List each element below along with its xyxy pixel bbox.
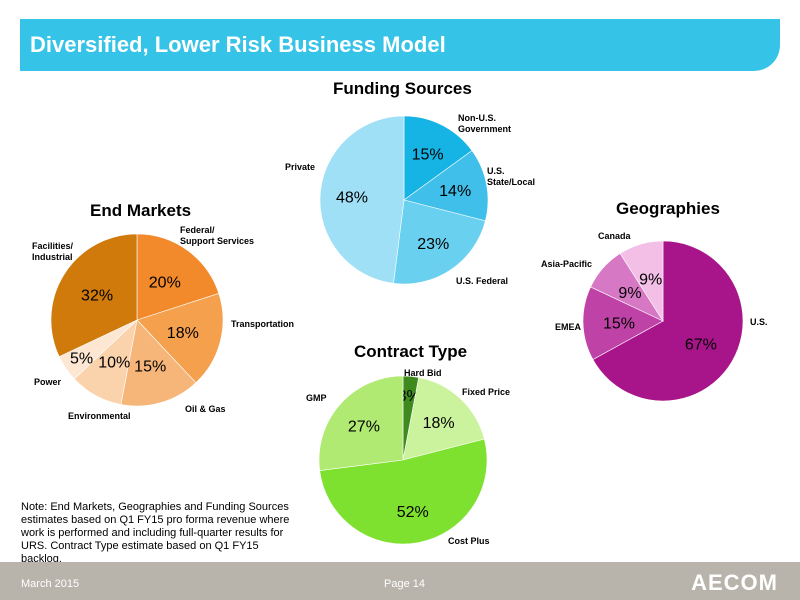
- pie-slice: [50, 233, 138, 358]
- pie-slice: [120, 319, 197, 407]
- contract-type-title: Contract Type: [354, 342, 468, 361]
- slice-category-label: U.S. State/Local: [487, 166, 535, 187]
- page-title: Diversified, Lower Risk Business Model: [30, 32, 446, 57]
- slice-value-label: 20%: [149, 275, 181, 292]
- footnote: Note: End Markets, Geographies and Fundi…: [21, 501, 290, 565]
- slice-category-label: Oil & Gas: [185, 404, 226, 414]
- page-number: Page 14: [384, 578, 425, 590]
- title-banner: Diversified, Lower Risk Business Model: [20, 19, 780, 71]
- slice-category-label: Federal/Support Services: [180, 225, 254, 246]
- footer-date: March 2015: [21, 578, 80, 590]
- slice-value-label: 23%: [417, 236, 449, 253]
- pie-slice: [403, 115, 473, 201]
- slice-value-label: 15%: [603, 315, 635, 332]
- pie-slice: [319, 115, 405, 284]
- slice-category-label: Hard Bid: [404, 368, 442, 378]
- slice-value-label: 18%: [423, 415, 455, 432]
- slice-value-label: 18%: [167, 325, 199, 342]
- slice-category-label: Environmental: [68, 411, 131, 421]
- slice-value-label: 32%: [81, 288, 113, 305]
- slice-value-label: 5%: [70, 351, 93, 368]
- end-markets-pie: 20% Federal/Support Services 18% Transporta…: [32, 225, 294, 421]
- slice-category-label: Transportation: [231, 319, 294, 329]
- slice-value-label: 67%: [685, 336, 717, 353]
- geographies-title: Geographies: [616, 199, 720, 218]
- slice-category-label: Fixed Price: [462, 387, 510, 397]
- slice-value-label: 9%: [639, 272, 662, 289]
- end-markets-title: End Markets: [90, 201, 192, 220]
- slice-category-label: Asia-Pacific: [541, 259, 592, 269]
- slice-category-label: Non-U.S. Government: [458, 113, 511, 134]
- slice-category-label: Canada: [598, 231, 632, 241]
- slice-value-label: 9%: [618, 285, 641, 302]
- slice-category-label: EMEA: [555, 322, 582, 332]
- funding-sources-pie: 15% Non-U.S. Government 14% U.S. State/Local 2…: [285, 113, 535, 286]
- slice-category-label: Power: [34, 377, 62, 387]
- company-logo: AECOM: [691, 570, 778, 595]
- slice-value-label: 52%: [397, 504, 429, 521]
- slice-category-label: Cost Plus: [448, 536, 490, 546]
- slice-value-label: 10%: [98, 354, 130, 371]
- pie-slice: [592, 240, 744, 402]
- pie-slice: [402, 377, 485, 461]
- pie-slice: [136, 233, 220, 321]
- slice-category-label: Facilities/Industrial: [32, 241, 74, 262]
- pie-slice: [582, 286, 664, 360]
- funding-sources-title: Funding Sources: [333, 79, 472, 98]
- footer-bar: March 2015 Page 14 AECOM: [0, 562, 800, 600]
- pie-slice: [136, 293, 224, 384]
- slice-value-label: 48%: [336, 190, 368, 207]
- pie-slice: [403, 150, 489, 222]
- pie-slice: [619, 240, 664, 323]
- slice-category-label: Private: [285, 162, 315, 172]
- slice-category-label: GMP: [306, 393, 327, 403]
- slice-value-label: 14%: [439, 183, 471, 200]
- slice-category-label: U.S. Federal: [456, 276, 508, 286]
- pie-slice: [393, 199, 486, 285]
- slice-value-label: 15%: [134, 358, 166, 375]
- slice-category-label: U.S.: [750, 317, 768, 327]
- geographies-pie: 67% U.S. 15% EMEA 9% Asia-Pacific 9% Canada: [541, 231, 768, 402]
- slice-value-label: 27%: [348, 419, 380, 436]
- pie-slice: [318, 375, 404, 471]
- slice-value-label: 15%: [412, 147, 444, 164]
